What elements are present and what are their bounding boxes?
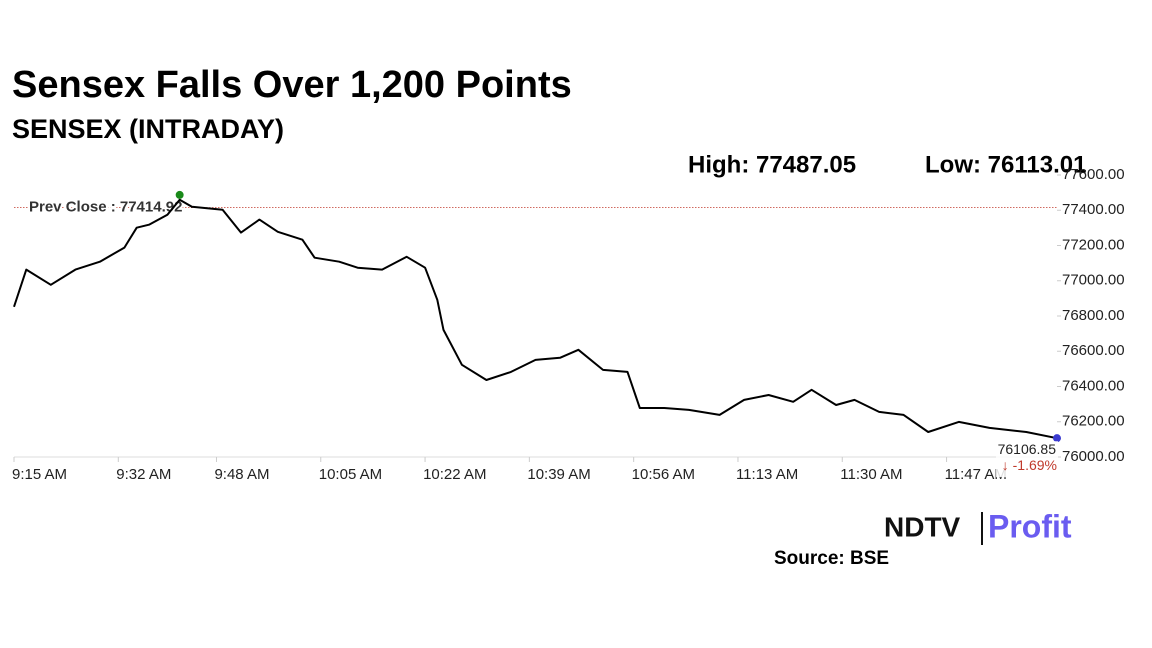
- low-label: Low: 76113.01: [925, 151, 1086, 178]
- x-tick-label: 10:56 AM: [632, 466, 695, 483]
- y-tick-label: 77400.00: [1062, 201, 1125, 218]
- high-label: High: 77487.05: [688, 151, 856, 178]
- prev-close-label: Prev Close : 77414.92: [29, 199, 182, 216]
- price-line: [13, 198, 1058, 440]
- change-label: ↓ -1.69%: [1002, 457, 1057, 473]
- y-tick-label: 77600.00: [1062, 166, 1125, 183]
- logo-ndtv: NDTV: [884, 511, 961, 542]
- x-tick-label: 9:15 AM: [12, 466, 67, 483]
- last-label-bg: [996, 441, 1058, 478]
- x-tick-label: 10:22 AM: [423, 466, 486, 483]
- y-tick-label: 77200.00: [1062, 236, 1125, 253]
- logo-profit: Profit: [988, 508, 1072, 544]
- last-marker: [1053, 434, 1061, 443]
- y-tick-label: 76200.00: [1062, 413, 1125, 430]
- y-tick-label: 76000.00: [1062, 448, 1125, 465]
- chart-subtitle: SENSEX (INTRADAY): [12, 114, 284, 144]
- x-tick-label: 9:48 AM: [214, 466, 269, 483]
- x-tick-label: 10:39 AM: [527, 466, 590, 483]
- x-tick-label: 9:32 AM: [116, 466, 171, 483]
- y-tick-label: 76600.00: [1062, 342, 1125, 359]
- y-tick-label: 77000.00: [1062, 272, 1125, 289]
- x-tick-label: 10:05 AM: [319, 466, 382, 483]
- high-marker: [175, 190, 184, 199]
- chart-title: Sensex Falls Over 1,200 Points: [12, 64, 572, 106]
- x-tick-label: 11:47 AM: [945, 466, 1007, 483]
- x-tick-label: 11:13 AM: [736, 466, 798, 483]
- last-value-label: 76106.85: [998, 441, 1057, 457]
- y-tick-label: 76400.00: [1062, 377, 1125, 394]
- source: Source: BSE: [774, 548, 889, 569]
- y-tick-label: 76800.00: [1062, 307, 1125, 324]
- x-tick-label: 11:30 AM: [840, 466, 902, 483]
